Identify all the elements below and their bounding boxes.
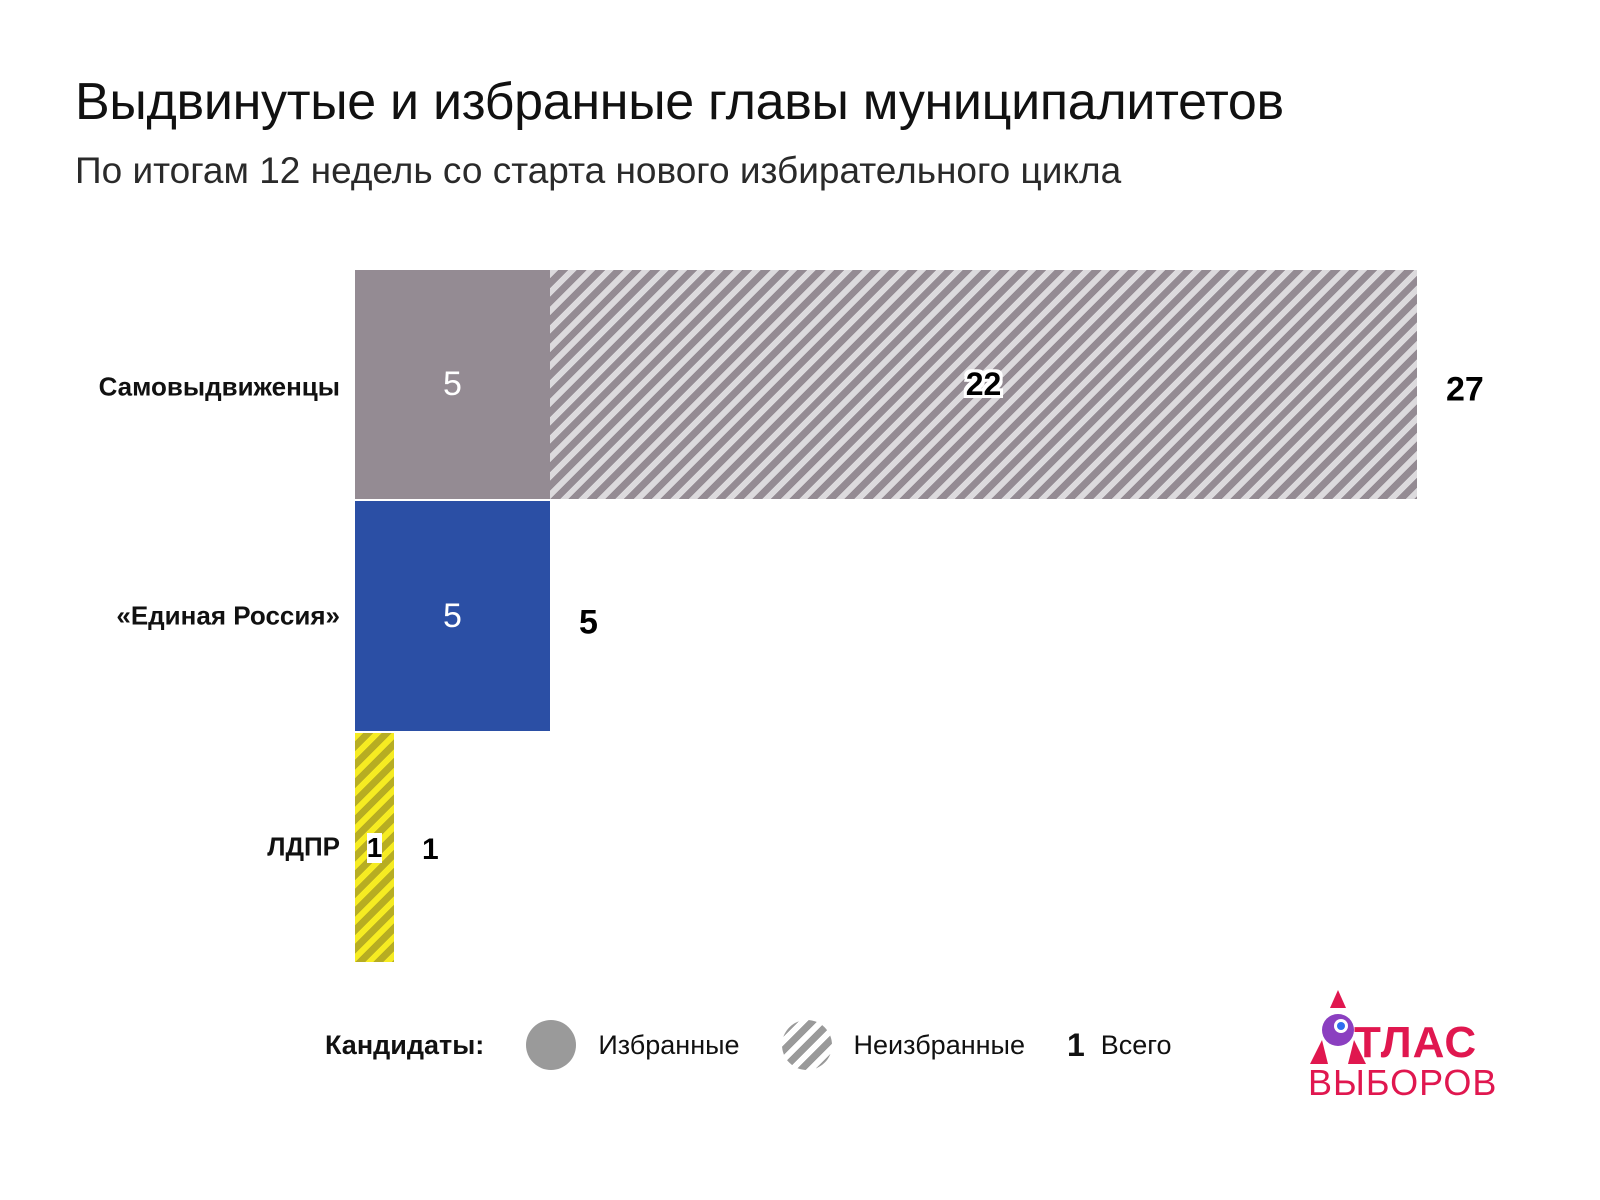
- legend-swatch-elected-icon: [526, 1020, 577, 1070]
- page-subtitle: По итогам 12 недель со старта нового изб…: [75, 150, 1122, 191]
- total-value: 5: [579, 603, 598, 642]
- bar-value: 22: [965, 366, 1002, 402]
- logo-rocket-icon: [1310, 990, 1366, 1064]
- legend-item-unelected: Неизбранные: [853, 1029, 1025, 1060]
- bar-elected: 5: [355, 501, 550, 731]
- legend-total-glyph: 1: [1066, 1026, 1085, 1063]
- bar-unelected: 22: [550, 270, 1417, 499]
- legend: Кандидаты: Избранные Неизбранные 1 Всего: [325, 1020, 1172, 1070]
- category-label: ЛДПР: [267, 831, 340, 862]
- category-label: «Единая Россия»: [116, 600, 340, 631]
- bar-chart: Самовыдвиженцы 5 22 27 «Единая Россия» 5…: [98, 270, 1484, 962]
- legend-item-elected: Избранные: [598, 1029, 740, 1060]
- bar-elected: 5: [355, 270, 550, 499]
- legend-item-total: Всего: [1100, 1029, 1172, 1060]
- legend-title: Кандидаты:: [325, 1029, 485, 1060]
- logo-line2: ВЫБОРОВ: [1308, 1062, 1498, 1103]
- legend-swatch-unelected-icon: [781, 1020, 832, 1070]
- category-label: Самовыдвиженцы: [98, 371, 340, 402]
- page-title: Выдвинутые и избранные главы муниципалит…: [75, 73, 1284, 131]
- total-value: 27: [1446, 370, 1484, 409]
- bar-value: 1: [366, 831, 383, 863]
- bar-value: 5: [443, 596, 462, 635]
- bar-unelected: 1: [355, 733, 394, 962]
- bar-value: 5: [443, 365, 462, 403]
- total-value: 1: [422, 833, 439, 866]
- logo-line1: ТЛАС: [1354, 1018, 1478, 1067]
- atlas-logo: ТЛАС ВЫБОРОВ: [1308, 990, 1498, 1103]
